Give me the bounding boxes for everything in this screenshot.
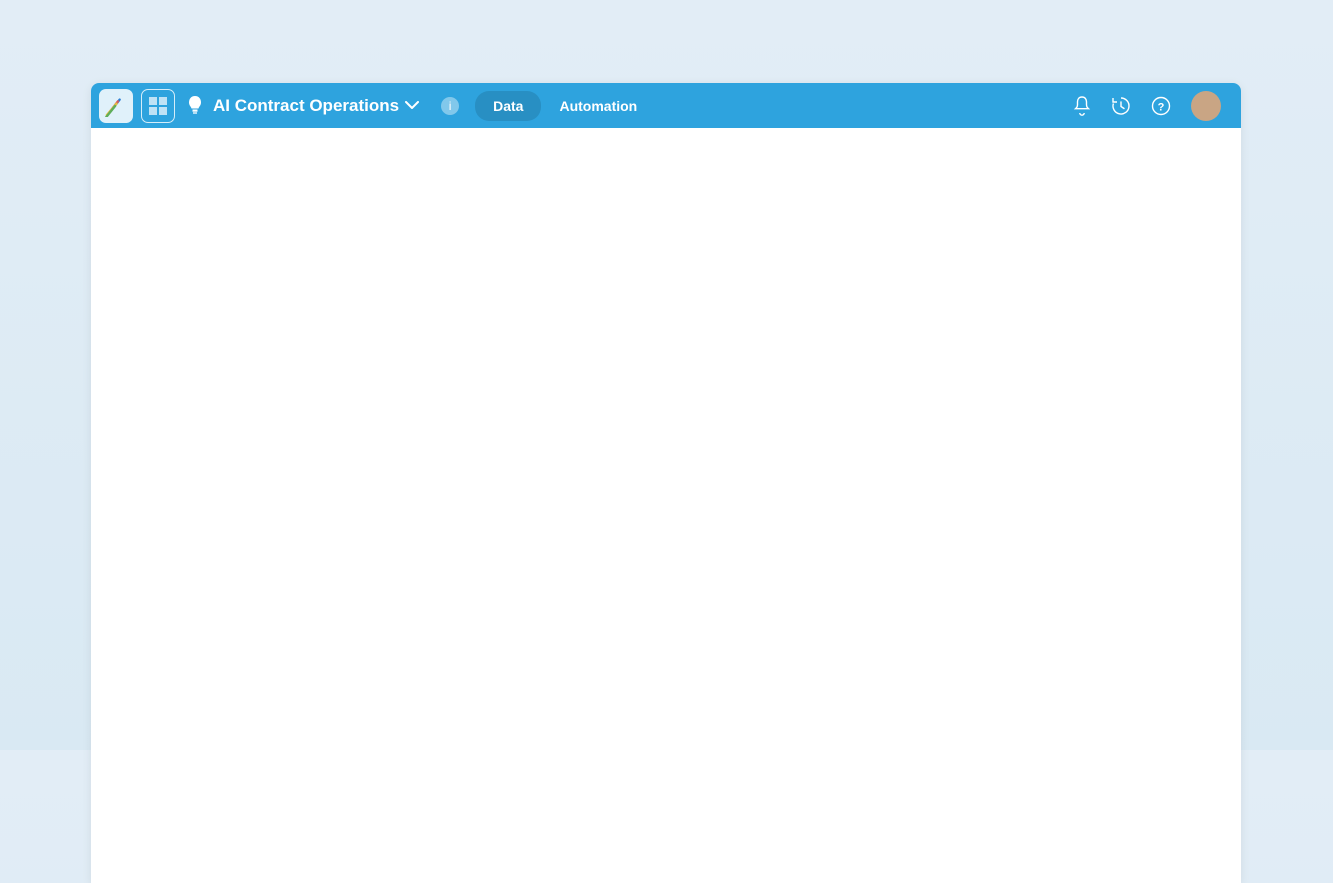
svg-text:?: ? (1158, 101, 1165, 113)
